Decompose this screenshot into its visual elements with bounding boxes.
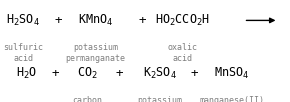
- Text: carbon
dioxide: carbon dioxide: [70, 96, 104, 102]
- Text: H$_2$O: H$_2$O: [16, 66, 37, 81]
- Text: +: +: [54, 14, 62, 27]
- Text: manganese(II)
sulfate: manganese(II) sulfate: [200, 96, 264, 102]
- Text: MnSO$_4$: MnSO$_4$: [214, 66, 250, 81]
- Text: +: +: [51, 67, 59, 80]
- Text: sulfuric
acid: sulfuric acid: [3, 43, 43, 63]
- Text: +: +: [115, 67, 123, 80]
- Text: KMnO$_4$: KMnO$_4$: [78, 13, 113, 28]
- Text: potassium
permanganate: potassium permanganate: [66, 43, 126, 63]
- Text: +: +: [138, 14, 146, 27]
- Text: K$_2$SO$_4$: K$_2$SO$_4$: [143, 66, 176, 81]
- Text: potassium
sulfate: potassium sulfate: [137, 96, 182, 102]
- Text: H$_2$SO$_4$: H$_2$SO$_4$: [6, 13, 40, 28]
- Text: +: +: [191, 67, 198, 80]
- Text: HO$_2$CCO$_2$H: HO$_2$CCO$_2$H: [155, 13, 210, 28]
- Text: CO$_2$: CO$_2$: [77, 66, 97, 81]
- Text: oxalic
acid: oxalic acid: [168, 43, 198, 63]
